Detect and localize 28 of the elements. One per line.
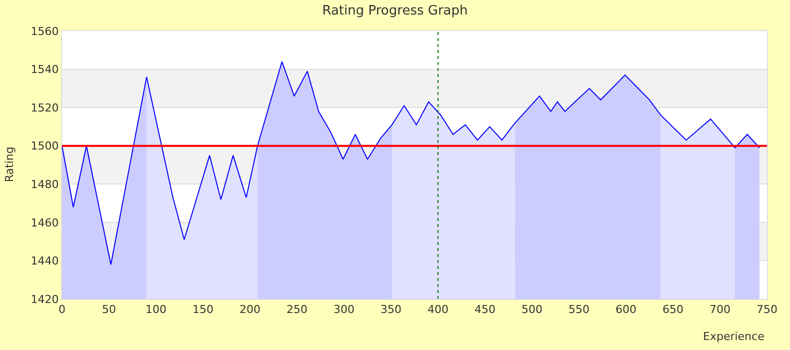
x-tick-label: 700 — [710, 303, 730, 316]
y-tick-label: 1520 — [30, 101, 59, 114]
y-tick-label: 1500 — [30, 140, 59, 153]
x-tick-label: 250 — [286, 303, 308, 316]
x-tick-label: 50 — [102, 303, 116, 316]
x-tick-label: 450 — [474, 303, 496, 316]
y-tick-label: 1460 — [30, 216, 59, 230]
x-tick-label: 350 — [380, 303, 402, 316]
x-tick-label: 650 — [662, 303, 684, 316]
y-tick-label: 1540 — [30, 63, 59, 76]
x-tick-label: 100 — [146, 303, 166, 316]
x-tick-label: 300 — [334, 303, 354, 316]
x-tick-label: 150 — [192, 303, 214, 316]
x-tick-label: 750 — [756, 303, 778, 316]
y-tick-label: 1480 — [30, 178, 59, 191]
x-axis-title: Experience — [703, 330, 765, 343]
x-tick-label: 550 — [568, 303, 590, 316]
x-tick-label: 600 — [616, 303, 636, 316]
y-tick-label: 1440 — [30, 254, 59, 268]
y-tick-label: 1420 — [30, 292, 59, 306]
y-axis-title: Rating — [3, 146, 16, 182]
x-tick-label: 0 — [58, 303, 66, 316]
x-tick-label: 200 — [240, 303, 260, 316]
x-tick-label: 400 — [428, 303, 448, 316]
y-tick-label: 1560 — [30, 24, 59, 38]
line-series — [62, 61, 760, 266]
chart-title: Rating Progress Graph — [322, 3, 468, 18]
x-tick-label: 500 — [522, 303, 542, 316]
